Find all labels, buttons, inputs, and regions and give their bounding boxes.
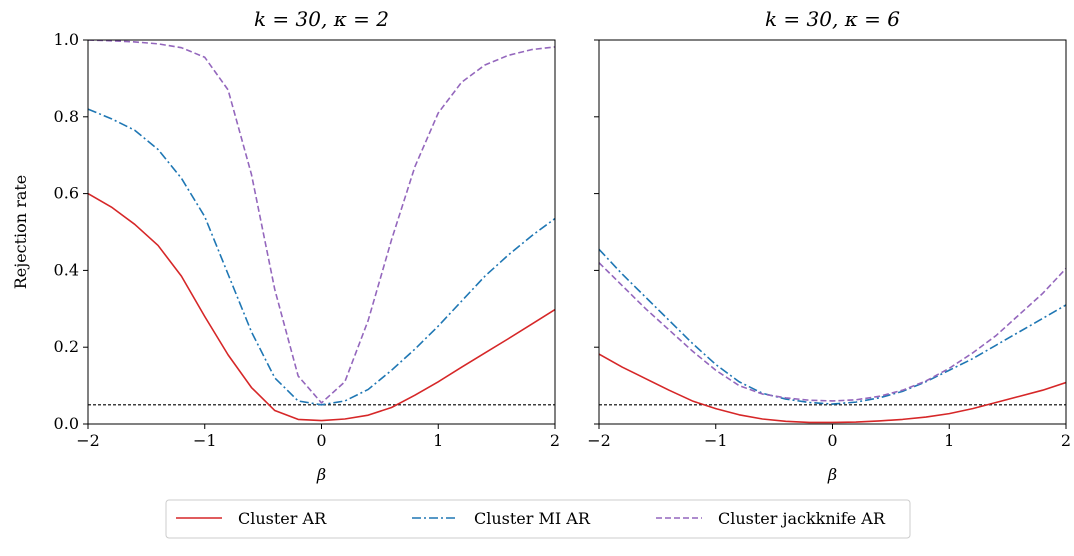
y-tick-label: 1.0 bbox=[54, 30, 79, 49]
series-line-cluster-ar bbox=[599, 353, 1066, 424]
panel-title: k = 30, κ = 6 bbox=[765, 7, 900, 31]
axes-frame bbox=[598, 39, 1067, 425]
x-axis-label: β bbox=[827, 465, 837, 484]
left-panel: k = 30, κ = 2 −2 −1 0 1 2 0.0 0.2 0.4 0.6 0.8 1.0 β bbox=[54, 7, 561, 484]
x-tick-label: 2 bbox=[550, 431, 560, 450]
x-tick-label: 1 bbox=[944, 431, 954, 450]
series-line-cluster-jackknife-ar bbox=[599, 262, 1066, 402]
x-tick-label: −2 bbox=[76, 431, 100, 450]
series-line-cluster-jackknife-ar bbox=[88, 40, 555, 404]
panel-title: k = 30, κ = 2 bbox=[254, 7, 389, 31]
legend: Cluster AR Cluster MI AR Cluster jackknife… bbox=[165, 499, 911, 539]
series-line-cluster-mi-ar bbox=[88, 108, 555, 406]
y-tick-label: 0.0 bbox=[54, 414, 79, 433]
legend-label: Cluster MI AR bbox=[474, 509, 591, 528]
x-tick-label: 0 bbox=[316, 431, 326, 450]
y-tick-label: 0.6 bbox=[54, 184, 79, 203]
x-tick-label: −2 bbox=[587, 431, 611, 450]
y-tick-label: 0.4 bbox=[54, 260, 79, 279]
series-line-cluster-mi-ar bbox=[599, 248, 1066, 405]
x-tick-label: −1 bbox=[704, 431, 728, 450]
y-tick-label: 0.8 bbox=[54, 107, 79, 126]
axes-frame bbox=[87, 39, 556, 425]
legend-label: Cluster AR bbox=[238, 509, 327, 528]
y-tick-label: 0.2 bbox=[54, 337, 79, 356]
legend-label: Cluster jackknife AR bbox=[718, 509, 886, 528]
right-panel: k = 30, κ = 6 −2 −1 0 1 2 β bbox=[587, 7, 1071, 484]
x-tick-label: −1 bbox=[193, 431, 217, 450]
x-tick-label: 0 bbox=[827, 431, 837, 450]
series-line-cluster-ar bbox=[88, 192, 555, 422]
legend-frame bbox=[165, 499, 911, 539]
x-tick-label: 1 bbox=[433, 431, 443, 450]
x-axis-label: β bbox=[316, 465, 326, 484]
y-axis-label: Rejection rate bbox=[11, 175, 30, 290]
x-tick-label: 2 bbox=[1061, 431, 1071, 450]
